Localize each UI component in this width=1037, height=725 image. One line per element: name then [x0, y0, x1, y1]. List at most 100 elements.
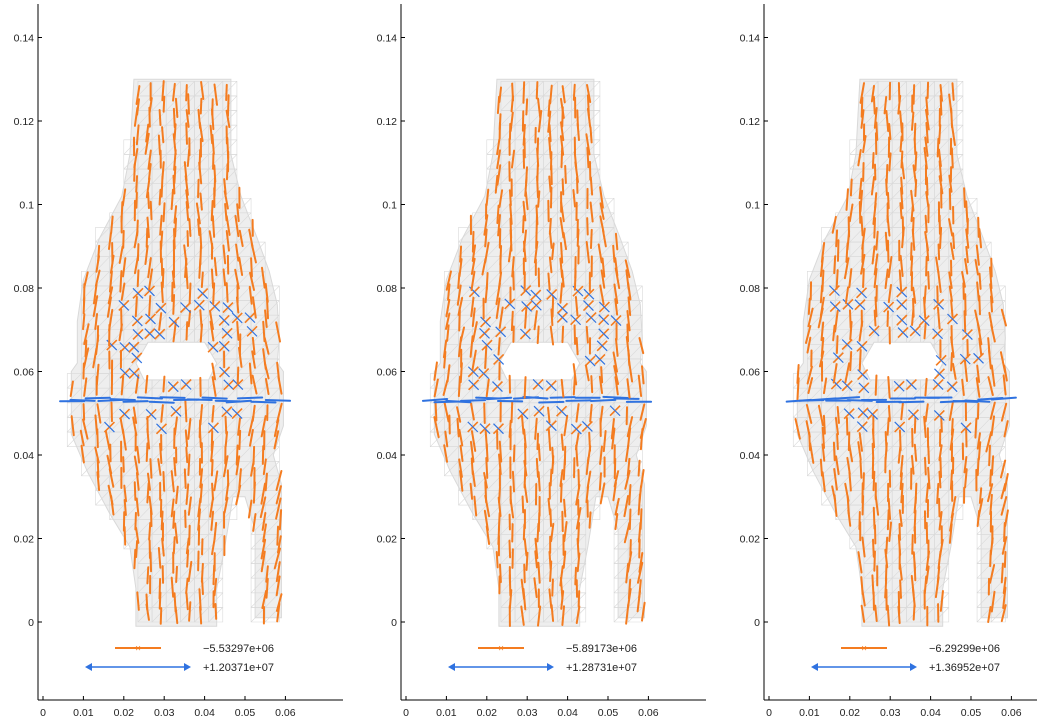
stress-glyph-compression [442, 379, 449, 396]
stress-glyph-compression [534, 537, 539, 560]
stress-glyph-compression [508, 539, 512, 559]
stress-glyph-compression [469, 440, 475, 463]
stress-glyph-compression [912, 164, 917, 184]
stress-glyph-compression [923, 146, 928, 170]
stress-glyph-compression [173, 456, 177, 477]
stress-cross-tension [610, 315, 622, 326]
stress-glyph-compression [626, 378, 631, 399]
x-tick-label: 0.05 [598, 707, 619, 719]
stress-glyph-compression [122, 456, 125, 473]
stress-glyph-compression [457, 296, 464, 316]
stress-glyph-compression [950, 299, 954, 318]
stress-glyph-compression [108, 270, 113, 293]
stress-glyph-compression [262, 348, 267, 370]
stress-glyph-compression [251, 350, 256, 369]
stress-glyph-compression [145, 593, 149, 611]
stress-glyph-compression [938, 124, 942, 145]
stress-glyph-compression [574, 566, 577, 586]
stress-glyph-compression [963, 359, 969, 383]
stress-cross-tension [493, 423, 504, 435]
stress-glyph-compression [251, 296, 257, 319]
stress-cross-tension [894, 421, 906, 433]
stress-glyph-compression [1000, 562, 1004, 584]
stress-glyph-compression [459, 326, 466, 344]
stress-glyph-compression [149, 458, 153, 479]
stress-glyph-compression [796, 363, 800, 385]
stress-glyph-compression [108, 308, 114, 332]
legend-tension-arrow-right [910, 663, 917, 671]
stress-glyph-compression [547, 406, 551, 424]
notch-hole [861, 341, 944, 381]
stress-glyph-compression [213, 164, 217, 183]
mesh-cell [222, 81, 238, 97]
stress-glyph-compression [234, 268, 240, 290]
stress-glyph-compression [589, 126, 593, 144]
stress-glyph-compression [456, 417, 460, 438]
y-tick-label: 0.02 [14, 534, 35, 546]
stress-glyph-compression [97, 244, 101, 262]
stress-glyph-compression [860, 253, 866, 275]
stress-glyph-compression [923, 322, 927, 340]
stress-glyph-compression [136, 219, 139, 237]
stress-glyph-compression [172, 107, 176, 129]
stress-glyph-compression [978, 487, 983, 504]
stress-glyph-compression [148, 495, 153, 516]
stress-glyph-compression [940, 416, 943, 433]
stress-glyph-compression [273, 430, 280, 450]
stress-glyph-compression [614, 298, 619, 316]
stress-glyph-compression [195, 202, 201, 225]
stress-glyph-compression [147, 257, 152, 279]
x-tick-label: 0.05 [235, 707, 256, 719]
stress-glyph-compression [586, 470, 592, 490]
stress-cross-tension [594, 354, 606, 365]
stress-glyph-compression [989, 564, 996, 584]
stress-glyph-compression [1003, 550, 1007, 568]
stress-glyph-compression [585, 241, 591, 264]
stress-glyph-compression [148, 268, 154, 291]
stress-glyph-compression [873, 217, 877, 239]
stress-glyph-compression [83, 347, 90, 369]
stress-glyph-compression [147, 149, 152, 170]
stress-glyph-tension [225, 399, 252, 404]
stress-glyph-compression [935, 256, 940, 275]
stress-glyph-compression [260, 538, 267, 560]
stress-glyph-compression [276, 361, 281, 382]
stress-glyph-compression [483, 402, 486, 424]
stress-cross-tension [932, 328, 944, 340]
stress-glyph-compression [186, 230, 190, 247]
stress-glyph-compression [536, 325, 540, 345]
y-tick-label: 0.08 [377, 283, 398, 295]
stress-glyph-compression [260, 266, 266, 289]
stress-glyph-compression [574, 432, 580, 451]
stress-glyph-compression [874, 192, 878, 209]
stress-glyph-compression [161, 267, 165, 289]
stress-glyph-compression [521, 495, 525, 514]
stress-glyph-compression [614, 497, 620, 516]
stress-glyph-compression [120, 282, 126, 301]
stress-glyph-compression [861, 536, 866, 558]
stress-glyph-compression [857, 551, 863, 574]
stress-glyph-compression [262, 523, 267, 543]
stress-glyph-compression [873, 253, 879, 276]
stress-glyph-compression [835, 335, 839, 355]
stress-glyph-compression [640, 469, 645, 489]
stress-glyph-compression [483, 509, 489, 532]
stress-glyph-compression [613, 283, 619, 305]
stress-glyph-compression [496, 204, 500, 225]
stress-cross-tension [479, 327, 490, 339]
stress-glyph-compression [446, 324, 450, 342]
stress-glyph-compression [551, 446, 555, 464]
stress-glyph-compression [498, 453, 502, 476]
stress-glyph-compression [975, 377, 981, 398]
stress-glyph-compression [226, 94, 230, 117]
stress-glyph-compression [822, 414, 826, 435]
stress-glyph-compression [961, 378, 965, 396]
stress-glyph-compression [148, 163, 152, 181]
stress-glyph-compression [252, 445, 256, 466]
stress-glyph-compression [209, 320, 215, 342]
stress-glyph-compression [434, 400, 438, 422]
stress-glyph-compression [508, 189, 512, 207]
stress-glyph-compression [211, 405, 215, 423]
stress-glyph-tension [898, 400, 925, 404]
stress-glyph-compression [459, 245, 463, 263]
